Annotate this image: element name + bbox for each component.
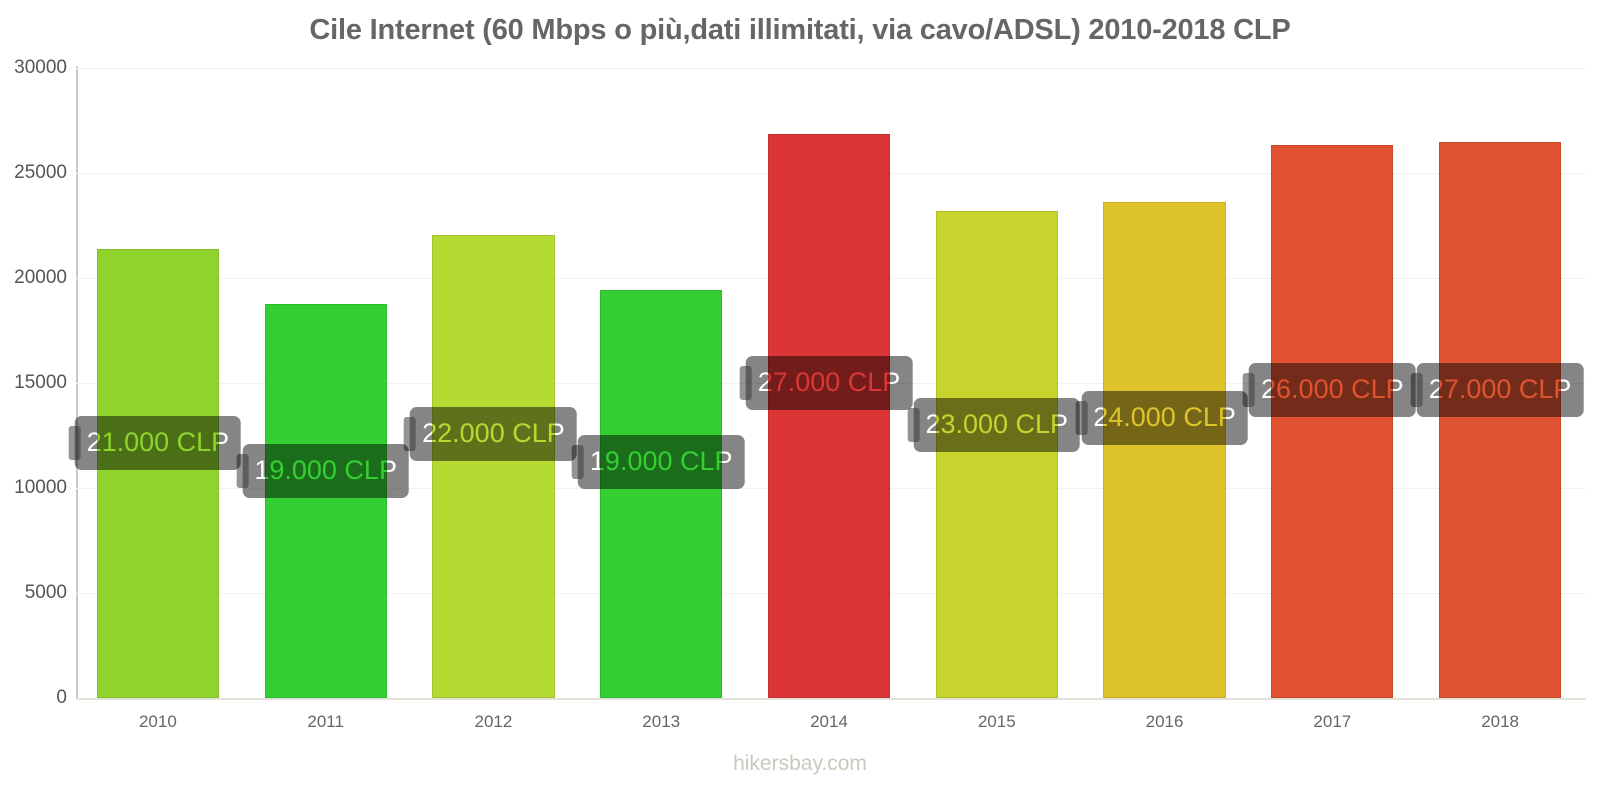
x-tick-label-2013: 2013 [642, 712, 681, 731]
y-tick-label: 20000 [14, 267, 67, 288]
y-tick-label: 5000 [24, 582, 67, 603]
x-tick-label-2011: 2011 [307, 712, 344, 731]
value-label-2015: 23.000 CLP [913, 398, 1081, 452]
value-label-2016: 24.000 CLP [1081, 391, 1248, 445]
y-tick-label: 15000 [14, 372, 67, 393]
chart-title: Cile Internet (60 Mbps o più,dati illimi… [309, 14, 1291, 46]
gridline [76, 698, 1586, 700]
value-label-2013: 19.000 CLP [577, 435, 745, 489]
y-tick-label: 25000 [14, 162, 67, 183]
bar-2018[interactable] [1439, 141, 1562, 698]
value-label-text: 22.000 CLP [422, 418, 565, 448]
gridline [76, 68, 1586, 69]
y-tick-label: 0 [56, 687, 67, 708]
value-label-2011: 19.000 CLP [242, 444, 409, 498]
value-label-text: 19.000 CLP [589, 446, 733, 476]
value-label-text: 21.000 CLP [86, 427, 230, 457]
value-label-2014: 27.000 CLP [745, 356, 913, 410]
x-tick-label-2012: 2012 [474, 712, 513, 731]
bar-2013[interactable] [600, 289, 723, 698]
y-tick-label: 30000 [14, 57, 67, 78]
value-label-2017: 26.000 CLP [1249, 363, 1416, 417]
bar-2012[interactable] [432, 234, 555, 698]
bar-2017[interactable] [1271, 144, 1394, 698]
bar-2014[interactable] [767, 134, 891, 698]
bar-2010[interactable] [96, 248, 219, 698]
value-label-2012: 22.000 CLP [410, 407, 577, 461]
value-label-text: 27.000 CLP [1428, 374, 1572, 404]
value-label-text: 24.000 CLP [1093, 402, 1236, 432]
value-label-text: 26.000 CLP [1261, 374, 1404, 404]
value-label-text: 19.000 CLP [254, 455, 397, 485]
bar-2016[interactable] [1103, 202, 1226, 698]
value-label-2018: 27.000 CLP [1416, 363, 1584, 417]
x-tick-label-2014: 2014 [810, 712, 848, 731]
bar-2011[interactable] [264, 304, 387, 698]
x-tick-label-2010: 2010 [138, 712, 177, 731]
footer-watermark: hikersbay.com [733, 752, 867, 775]
bar-2015[interactable] [935, 210, 1058, 698]
value-label-text: 27.000 CLP [757, 367, 901, 397]
x-tick-label-2018: 2018 [1481, 712, 1520, 731]
value-label-text: 23.000 CLP [925, 409, 1069, 439]
y-tick-label: 10000 [14, 477, 67, 498]
x-tick-label-2015: 2015 [977, 712, 1016, 731]
x-tick-label-2016: 2016 [1145, 712, 1184, 731]
value-label-2010: 21.000 CLP [74, 416, 242, 470]
plot-area [76, 68, 1586, 700]
x-tick-label-2017: 2017 [1313, 712, 1352, 731]
